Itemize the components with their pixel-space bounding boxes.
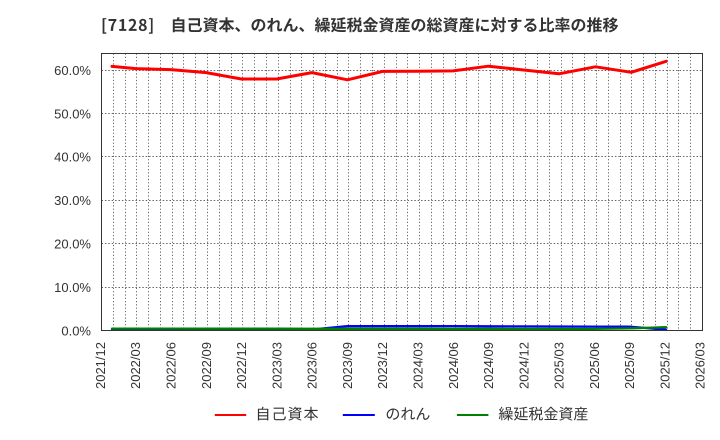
svg-text:2022/12: 2022/12 [234,342,249,389]
svg-text:2022/06: 2022/06 [164,342,179,389]
svg-text:50.0%: 50.0% [54,106,91,121]
svg-text:2021/12: 2021/12 [93,342,108,389]
svg-text:2025/09: 2025/09 [622,342,637,389]
svg-text:2024/12: 2024/12 [516,342,531,389]
svg-text:40.0%: 40.0% [54,150,91,165]
svg-text:0.0%: 0.0% [61,323,91,338]
svg-text:10.0%: 10.0% [54,280,91,295]
svg-text:2024/06: 2024/06 [446,342,461,389]
svg-text:2024/09: 2024/09 [481,342,496,389]
svg-text:20.0%: 20.0% [54,237,91,252]
svg-text:30.0%: 30.0% [54,193,91,208]
svg-text:2025/06: 2025/06 [587,342,602,389]
svg-text:2023/09: 2023/09 [340,342,355,389]
svg-text:60.0%: 60.0% [54,63,91,78]
svg-text:2023/03: 2023/03 [269,342,284,389]
svg-text:2025/03: 2025/03 [552,342,567,389]
svg-text:2026/03: 2026/03 [693,342,708,389]
svg-text:2022/03: 2022/03 [128,342,143,389]
svg-text:2025/12: 2025/12 [657,342,672,389]
svg-text:2023/12: 2023/12 [375,342,390,389]
svg-text:2022/09: 2022/09 [199,342,214,389]
svg-text:2024/03: 2024/03 [410,342,425,389]
svg-text:2023/06: 2023/06 [305,342,320,389]
